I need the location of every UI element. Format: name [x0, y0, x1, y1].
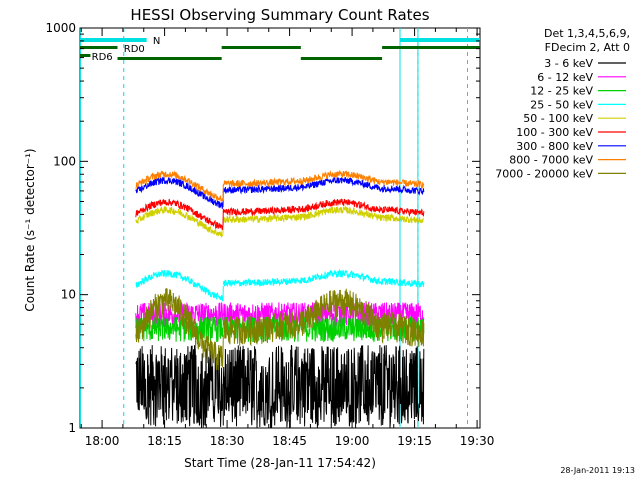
- flag-rd6-bar: [300, 57, 383, 60]
- flag-n-bar: [80, 38, 147, 42]
- flag-rd6-bar: [80, 54, 91, 57]
- series-line: [135, 205, 224, 238]
- legend-entry-label: 300 - 800 keV: [516, 140, 593, 153]
- series-line: [383, 345, 425, 428]
- series-line: [222, 309, 306, 347]
- series-line: [135, 288, 224, 371]
- series-line: [304, 176, 385, 193]
- series-0: [135, 344, 425, 428]
- series-5: [135, 198, 425, 231]
- series-line: [135, 269, 224, 302]
- x-tick-label: 19:15: [397, 434, 432, 448]
- series-line: [222, 344, 306, 428]
- series-4: [135, 204, 425, 238]
- series-line: [304, 204, 385, 221]
- x-tick-label: 18:45: [272, 434, 307, 448]
- series-line: [304, 198, 385, 214]
- series-8: [135, 288, 425, 371]
- y-tick-label: 10: [61, 288, 76, 302]
- x-tick-label: 18:15: [147, 434, 182, 448]
- timestamp-label: 28-Jan-2011 19:13: [560, 466, 635, 475]
- flag-n-label: N: [153, 36, 160, 47]
- legend-entry-label: 50 - 100 keV: [523, 112, 593, 125]
- flag-rd6-label: RD6: [92, 52, 113, 63]
- legend-entry-label: 800 - 7000 keV: [509, 154, 593, 167]
- series-line: [304, 170, 385, 185]
- series-line: [222, 176, 306, 188]
- legend: Det 1,3,4,5,6,9, FDecim 2, Att 0 3 - 6 k…: [495, 27, 630, 180]
- plot-layer: N RD0 RD6: [79, 28, 480, 428]
- flag-rd0-bar: [221, 46, 301, 49]
- series-line: [383, 205, 425, 217]
- series-line: [135, 170, 224, 202]
- series-line: [304, 268, 385, 285]
- legend-entry-label: 3 - 6 keV: [544, 57, 593, 70]
- series-3: [135, 268, 425, 302]
- flag-rd0-label: RD0: [124, 44, 145, 55]
- series-line: [135, 345, 224, 428]
- chart-title: HESSI Observing Summary Count Rates: [130, 6, 429, 24]
- x-tick-label: 19:00: [335, 434, 370, 448]
- legend-header-line1: Det 1,3,4,5,6,9,: [544, 27, 630, 40]
- y-axis-label: Count Rate (s⁻¹ detector⁻¹): [23, 148, 37, 311]
- series-line: [135, 198, 224, 231]
- series-line: [383, 311, 425, 347]
- legend-entry-label: 6 - 12 keV: [537, 71, 593, 84]
- flag-rd0-bar: [80, 46, 118, 49]
- series-line: [222, 205, 306, 217]
- flag-n-bar: [400, 38, 480, 42]
- x-axis-label: Start Time (28-Jan-11 17:54:42): [184, 456, 376, 470]
- series-line: [383, 213, 425, 224]
- series-6: [135, 176, 425, 209]
- y-tick-label: 1: [68, 421, 76, 435]
- flag-rd0-bar: [382, 46, 480, 49]
- series-line: [383, 277, 425, 288]
- series-line: [304, 288, 385, 345]
- series-line: [222, 276, 306, 288]
- series-line: [222, 212, 306, 224]
- x-tick-label: 18:30: [210, 434, 245, 448]
- y-tick-label: 100: [53, 154, 76, 168]
- series-line: [383, 302, 425, 329]
- series-line: [383, 178, 425, 189]
- legend-entry-label: 25 - 50 keV: [530, 98, 593, 111]
- axis-layer: 18:00 18:15 18:30 18:45 19:00 19:15 19:30 1 10 10…: [45, 21, 494, 448]
- x-tick-label: 19:30: [460, 434, 495, 448]
- legend-entry-label: 12 - 25 keV: [530, 85, 593, 98]
- series-line: [135, 176, 224, 209]
- legend-header-line2: FDecim 2, Att 0: [545, 41, 630, 54]
- series-line: [383, 184, 425, 197]
- series-line: [304, 345, 385, 428]
- legend-entry-label: 7000 - 20000 keV: [495, 167, 593, 180]
- series-line: [222, 183, 306, 195]
- flag-rd6-bar: [117, 57, 222, 60]
- series-7: [135, 170, 425, 202]
- legend-entry-label: 100 - 300 keV: [516, 126, 593, 139]
- y-tick-label: 1000: [45, 21, 76, 35]
- x-tick-label: 18:00: [85, 434, 120, 448]
